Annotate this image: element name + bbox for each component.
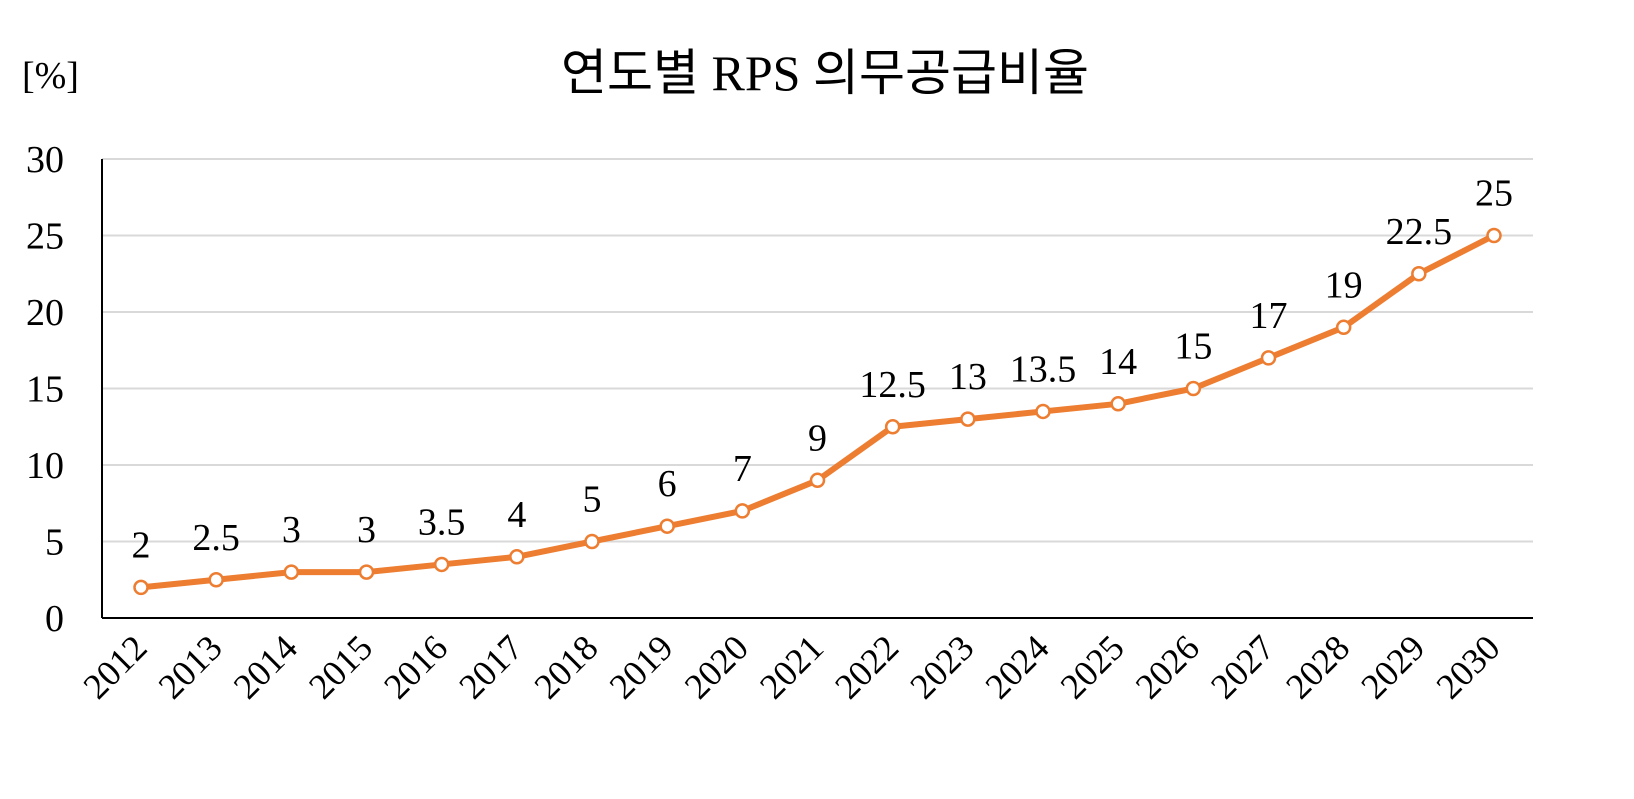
x-tick-label: 2023 <box>902 627 981 706</box>
data-point-marker <box>433 556 450 573</box>
data-label: 12.5 <box>859 364 926 406</box>
data-point-marker <box>584 533 600 550</box>
y-tick-label: 20 <box>26 292 64 334</box>
chart-title: 연도별 RPS 의무공급비율 <box>561 45 1089 101</box>
data-point-marker <box>734 503 751 519</box>
series-line <box>138 232 1497 591</box>
data-label: 9 <box>808 417 827 459</box>
data-point-marker <box>358 564 375 580</box>
data-label: 6 <box>658 463 677 505</box>
data-label: 19 <box>1325 264 1363 306</box>
data-point-marker <box>1185 380 1202 397</box>
data-point-marker <box>1260 350 1277 366</box>
x-axis-ticks: 2012201320142015201620172018201920202021… <box>75 627 1507 706</box>
data-point-marker <box>884 419 901 435</box>
gridlines <box>102 158 1533 543</box>
data-point-marker <box>1035 403 1051 420</box>
data-label: 2.5 <box>192 517 240 559</box>
data-label: 22.5 <box>1386 211 1453 253</box>
x-tick-label: 2028 <box>1278 627 1357 706</box>
x-tick-label: 2029 <box>1353 627 1432 706</box>
x-tick-label: 2016 <box>376 627 455 706</box>
data-label: 17 <box>1250 295 1288 337</box>
y-tick-label: 15 <box>26 369 64 411</box>
y-tick-label: 0 <box>45 598 64 640</box>
y-tick-label: 5 <box>45 522 64 564</box>
x-tick-label: 2030 <box>1428 627 1507 706</box>
data-point-marker <box>659 518 675 534</box>
data-label: 3 <box>357 509 376 551</box>
x-tick-label: 2026 <box>1128 627 1207 706</box>
data-point-marker <box>133 579 149 596</box>
data-label: 25 <box>1475 173 1513 215</box>
x-tick-label: 2024 <box>977 627 1056 706</box>
data-label: 7 <box>733 448 752 490</box>
y-tick-label: 30 <box>26 139 64 181</box>
data-point-marker <box>208 572 224 588</box>
x-tick-label: 2018 <box>526 627 605 706</box>
data-point-marker <box>960 411 976 427</box>
data-label: 2 <box>132 524 151 566</box>
x-tick-label: 2015 <box>301 627 380 706</box>
data-point-marker <box>283 564 300 580</box>
data-point-marker <box>1335 319 1352 336</box>
x-tick-label: 2021 <box>752 627 831 706</box>
x-tick-label: 2013 <box>151 627 230 706</box>
x-tick-label: 2014 <box>226 627 305 706</box>
data-point-marker <box>1110 396 1126 412</box>
data-label: 13.5 <box>1010 348 1077 390</box>
data-label: 13 <box>949 356 987 398</box>
x-tick-label: 2019 <box>602 627 681 706</box>
x-tick-label: 2012 <box>75 627 154 706</box>
x-tick-label: 2027 <box>1203 627 1282 706</box>
data-point-marker <box>1411 266 1427 282</box>
data-point-marker <box>509 549 525 565</box>
data-label: 4 <box>507 494 526 536</box>
data-label: 3 <box>282 509 301 551</box>
data-label: 3.5 <box>418 501 466 543</box>
data-point-marker <box>1486 227 1502 244</box>
y-axis-unit-label: [%] <box>22 55 79 97</box>
x-tick-label: 2020 <box>677 627 756 706</box>
x-tick-label: 2022 <box>827 627 906 706</box>
series-line-group <box>133 227 1502 596</box>
y-axis-ticks: 0 5 10 15 20 25 30 <box>26 139 64 640</box>
data-label: 15 <box>1174 326 1212 368</box>
x-tick-label: 2025 <box>1053 627 1132 706</box>
axes <box>101 159 1533 619</box>
y-tick-label: 10 <box>26 445 64 487</box>
data-label: 5 <box>583 479 602 521</box>
x-tick-label: 2017 <box>451 627 530 706</box>
data-point-marker <box>809 472 826 489</box>
data-label: 14 <box>1099 341 1137 383</box>
y-tick-label: 25 <box>26 216 64 258</box>
